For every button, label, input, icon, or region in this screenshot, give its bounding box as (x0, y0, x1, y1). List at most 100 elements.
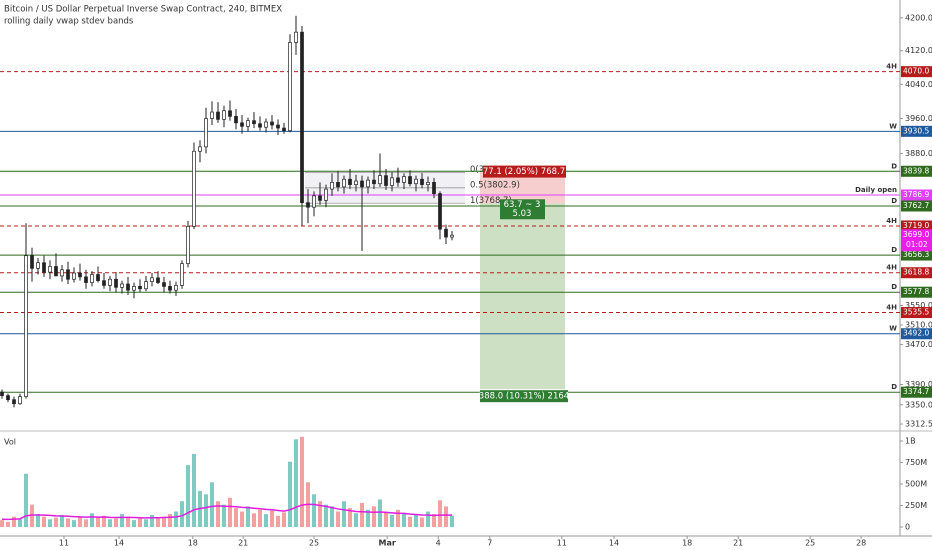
candle-body (168, 286, 172, 291)
level-label-bg (901, 286, 932, 298)
candle-body (372, 179, 376, 185)
candle-body (378, 175, 382, 185)
candle-body (54, 266, 58, 277)
candle-body (228, 110, 232, 117)
candle-body (240, 122, 244, 127)
volume-bar (395, 509, 400, 528)
volume-bar (131, 520, 136, 528)
volume-y-tick-label: 0 (905, 523, 910, 532)
level-label: 4070.0 (903, 67, 929, 76)
level-label-bg (901, 200, 932, 212)
volume-bar (317, 501, 322, 528)
volume-bar (65, 518, 70, 528)
candle-body (24, 255, 28, 397)
x-tick-label: Mar (379, 539, 396, 548)
y-tick-label: 4120.0 (905, 46, 932, 55)
entry-label: 63.7 ~ 3 (504, 200, 541, 210)
candle-body (90, 274, 94, 283)
volume-bar (137, 517, 142, 528)
y-tick-label: 3350.0 (905, 400, 932, 409)
volume-bar (437, 500, 442, 528)
volume-bar (413, 514, 418, 528)
volume-y-tick-label: 1B (905, 437, 916, 446)
x-tick-label: 18 (188, 539, 198, 548)
level-tag: 4H (886, 63, 897, 71)
level-label: 3577.8 (903, 287, 929, 296)
volume-bar (59, 514, 64, 528)
candle-body (174, 285, 178, 291)
last-price-label: 3699.0 (903, 230, 929, 239)
level-label: 3762.7 (903, 201, 929, 210)
candle-body (180, 263, 184, 286)
level-label: 3839.8 (903, 166, 929, 175)
x-tick-label: 21 (238, 539, 248, 548)
fib-label: 0.5(3802.9) (470, 180, 520, 190)
candle-body (36, 262, 40, 269)
candle-body (384, 175, 388, 186)
y-tick-label: 3880.0 (905, 149, 932, 158)
candle-body (414, 178, 418, 185)
volume-bar (287, 461, 292, 528)
y-tick-label: 4040.0 (905, 80, 932, 89)
volume-bar (149, 514, 154, 528)
last-price-bg (901, 229, 932, 252)
y-tick-label: 3390.0 (905, 380, 932, 389)
volume-bar (329, 506, 334, 528)
volume-bar (77, 516, 82, 528)
x-tick-label: 14 (609, 539, 619, 548)
candle-body (114, 278, 118, 288)
volume-bar (245, 506, 250, 528)
volume-bar (335, 511, 340, 528)
volume-bar (299, 436, 304, 528)
volume-title: Vol (4, 438, 16, 447)
level-tag: 4H (886, 264, 897, 272)
level-label-bg (901, 328, 932, 340)
volume-bar (113, 518, 118, 528)
candle-body (96, 274, 100, 282)
candle-body (432, 182, 436, 194)
candle-body (288, 42, 292, 132)
candle-body (204, 118, 208, 148)
volume-y-tick-label: 250M (905, 501, 927, 510)
level-tag: 4H (886, 217, 897, 225)
candle-body (156, 277, 160, 283)
volume-bar (53, 517, 58, 528)
volume-bar (29, 504, 34, 528)
volume-bar (407, 516, 412, 528)
volume-bar (269, 510, 274, 528)
candle-body (210, 111, 214, 119)
volume-bar (365, 509, 370, 528)
volume-bar (119, 514, 124, 528)
candle-body (276, 124, 280, 129)
level-label-bg (901, 249, 932, 261)
volume-bar (311, 494, 316, 528)
volume-bar (389, 514, 394, 528)
volume-bar (203, 494, 208, 528)
volume-bar (107, 519, 112, 528)
volume-bar (179, 501, 184, 528)
volume-bar (41, 516, 46, 528)
level-tag: W (889, 122, 897, 130)
volume-bar (83, 519, 88, 528)
level-tag: D (891, 383, 897, 391)
candle-body (330, 182, 334, 190)
volume-bar (233, 508, 238, 528)
volume-bar (5, 521, 10, 528)
candle-body (294, 31, 298, 43)
volume-bar (125, 516, 130, 528)
x-tick-label: 7 (487, 539, 492, 548)
level-tag: D (891, 283, 897, 291)
candle-body (444, 228, 448, 238)
volume-bar (281, 512, 286, 528)
candle-body (84, 276, 88, 283)
last-price-countdown: 01:02 (906, 240, 928, 249)
candle-body (12, 399, 16, 405)
candle-body (438, 193, 442, 230)
candle-body (402, 176, 406, 183)
x-tick-label: 21 (733, 539, 743, 548)
x-tick-label: 25 (309, 539, 319, 548)
stop-label-bg (483, 165, 566, 178)
volume-bar (443, 506, 448, 528)
volume-bar (71, 520, 76, 528)
volume-bar (359, 502, 364, 528)
